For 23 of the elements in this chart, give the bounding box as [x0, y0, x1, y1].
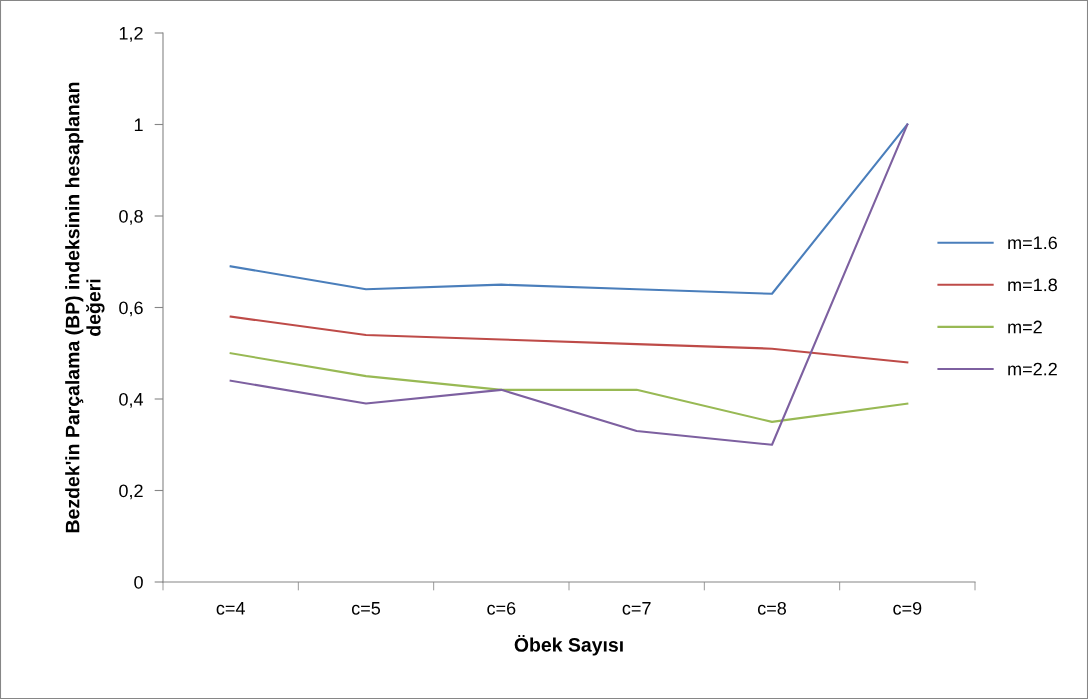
y-tick-label: 0	[134, 575, 143, 589]
y-tick-label: 0,8	[119, 209, 143, 225]
y-tick-label: 1	[134, 118, 143, 132]
legend-label: m=1.8	[1008, 278, 1057, 292]
x-tick-label: c=4	[216, 602, 245, 615]
line-series	[229, 123, 909, 295]
x-axis-title: Öbek Sayısı	[514, 634, 623, 656]
x-tick-label: c=7	[622, 602, 651, 615]
y-tick-label: 0,6	[119, 301, 143, 317]
legend-label: m=1.6	[1008, 236, 1057, 250]
legend-label: m=2	[1008, 320, 1042, 334]
x-tick-label: c=5	[351, 602, 381, 615]
y-tick-label: 0,2	[119, 484, 143, 500]
x-tick-label: c=9	[893, 601, 922, 615]
legend-label: m=2.2	[1008, 362, 1057, 376]
line-series	[229, 352, 909, 423]
y-tick-label: 0,4	[119, 392, 144, 408]
line-series	[229, 123, 909, 446]
y-axis-title: Bezdek'in Parçalama (BP) indeksinin hesaplanan değeri	[65, 82, 105, 533]
line-series	[229, 315, 909, 364]
y-tick-label: 1,2	[119, 26, 143, 42]
x-tick-label: c=6	[487, 601, 516, 615]
x-tick-label: c=8	[757, 601, 787, 615]
